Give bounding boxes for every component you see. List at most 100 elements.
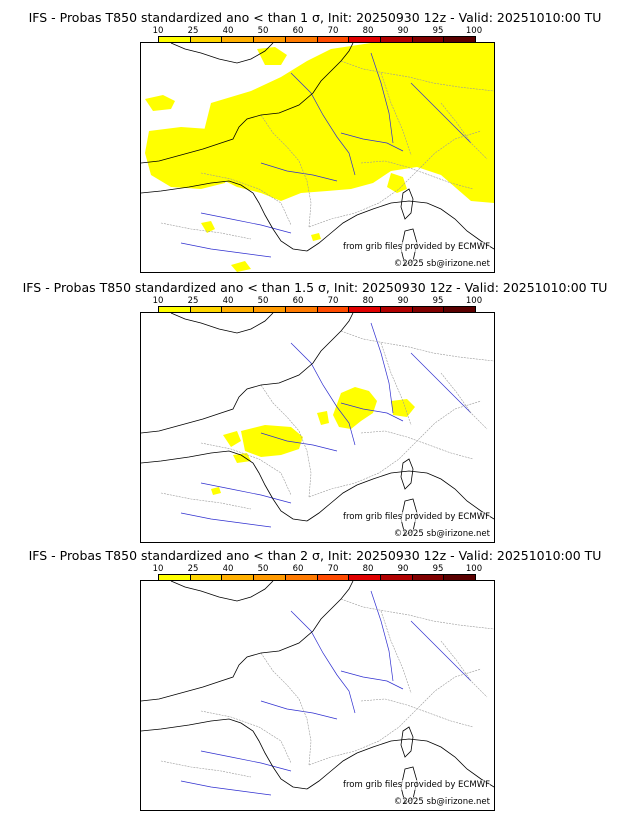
- legend-tick-label: 90: [397, 564, 409, 574]
- probability-map: from grib files provided by ECMWF ©2025 …: [140, 42, 495, 273]
- legend-color-swatch: [254, 575, 286, 583]
- legend-tick-label: 40: [222, 26, 234, 36]
- legend-tick-label: 80: [362, 26, 374, 36]
- legend-color-swatch: [222, 575, 255, 583]
- legend-color-swatch: [444, 37, 476, 45]
- legend-color-swatch: [159, 307, 191, 315]
- coastline: [141, 313, 354, 434]
- border-line: [340, 330, 494, 362]
- river-line: [340, 132, 404, 152]
- legend-tick-label: 95: [432, 564, 444, 574]
- credit-copyright: ©2025 sb@irizone.net: [393, 529, 490, 539]
- legend-tick-label: 100: [465, 296, 483, 306]
- legend-tick-label: 60: [292, 564, 304, 574]
- credit-copyright: ©2025 sb@irizone.net: [393, 259, 490, 269]
- river-line: [290, 342, 356, 446]
- river-line: [340, 402, 404, 422]
- legend-tick-label: 10: [152, 26, 164, 36]
- legend-tick-label: 40: [222, 296, 234, 306]
- map-canvas: [141, 581, 494, 810]
- border-line: [360, 430, 474, 460]
- legend-color-swatch: [254, 307, 286, 315]
- river-line: [260, 700, 338, 720]
- legend-tick-label: 70: [327, 564, 339, 574]
- island-outline: [400, 458, 414, 490]
- map-background: [141, 313, 494, 542]
- river-line: [370, 322, 394, 414]
- border-line: [308, 400, 482, 498]
- coastline: [306, 200, 494, 252]
- legend-color-swatch: [190, 307, 223, 315]
- river-line: [370, 590, 394, 682]
- panel-title: IFS - Probas T850 standardized ano < tha…: [28, 10, 602, 25]
- island-outline: [400, 188, 414, 220]
- legend-tick-label: 70: [327, 26, 339, 36]
- river-line: [260, 432, 338, 452]
- legend-color-swatch: [317, 307, 350, 315]
- coastline: [170, 313, 274, 334]
- legend-tick-label: 50: [257, 296, 269, 306]
- coastline: [306, 470, 494, 522]
- legend-tick-label: 70: [327, 296, 339, 306]
- credit-source: from grib files provided by ECMWF: [343, 780, 490, 790]
- legend-color-swatch: [285, 307, 318, 315]
- border-line: [340, 60, 494, 92]
- coastline: [170, 43, 274, 64]
- probability-area: [145, 127, 231, 189]
- border-line: [260, 652, 312, 766]
- legend-color-swatch: [380, 307, 413, 315]
- legend-color-swatch: [349, 37, 381, 45]
- legend-ticks: 10 25 40 50 60 70 80 90 95 100: [153, 564, 483, 574]
- border-line: [308, 668, 482, 766]
- map-canvas: [141, 43, 494, 272]
- credit-copyright: ©2025 sb@irizone.net: [393, 797, 490, 807]
- border-line: [160, 222, 252, 240]
- legend-tick-label: 25: [187, 296, 199, 306]
- border-line: [260, 384, 312, 498]
- legend-color-swatch: [222, 37, 255, 45]
- island-outline: [400, 726, 414, 758]
- border-line: [200, 442, 292, 496]
- legend-color-swatch: [380, 37, 413, 45]
- river-line: [200, 212, 292, 234]
- river-line: [410, 352, 472, 414]
- legend-tick-label: 90: [397, 296, 409, 306]
- border-line: [380, 72, 412, 156]
- probability-area: [233, 453, 251, 463]
- river-line: [180, 780, 272, 796]
- legend-color-swatch: [444, 307, 476, 315]
- river-line: [200, 482, 292, 504]
- legend-color-swatch: [444, 575, 476, 583]
- legend-color-swatch: [159, 575, 191, 583]
- legend-tick-label: 80: [362, 296, 374, 306]
- legend-tick-label: 25: [187, 26, 199, 36]
- legend-color-swatch: [254, 37, 286, 45]
- probability-area: [223, 431, 241, 447]
- legend-tick-label: 80: [362, 564, 374, 574]
- coastline: [141, 581, 354, 702]
- river-line: [260, 162, 338, 182]
- river-line: [200, 750, 292, 772]
- border-line: [360, 160, 474, 190]
- legend-color-swatch: [349, 575, 381, 583]
- legend-tick-label: 100: [465, 564, 483, 574]
- coastline: [141, 718, 308, 790]
- border-line: [160, 492, 252, 510]
- river-line: [410, 82, 472, 144]
- border-line: [380, 342, 412, 426]
- legend-tick-label: 10: [152, 564, 164, 574]
- map-panel-1: IFS - Probas T850 standardized ano < tha…: [0, 10, 630, 278]
- legend-tick-label: 25: [187, 564, 199, 574]
- border-line: [340, 598, 494, 630]
- panel-title: IFS - Probas T850 standardized ano < tha…: [28, 548, 602, 563]
- legend-color-swatch: [380, 575, 413, 583]
- coastline: [170, 581, 274, 602]
- probability-area: [391, 399, 415, 417]
- probability-area: [333, 387, 377, 429]
- probability-map: from grib files provided by ECMWF ©2025 …: [140, 312, 495, 543]
- legend-ticks: 10 25 40 50 60 70 80 90 95 100: [153, 296, 483, 306]
- border-line: [260, 114, 312, 228]
- river-line: [180, 242, 272, 258]
- legend-tick-label: 60: [292, 26, 304, 36]
- legend-tick-label: 95: [432, 296, 444, 306]
